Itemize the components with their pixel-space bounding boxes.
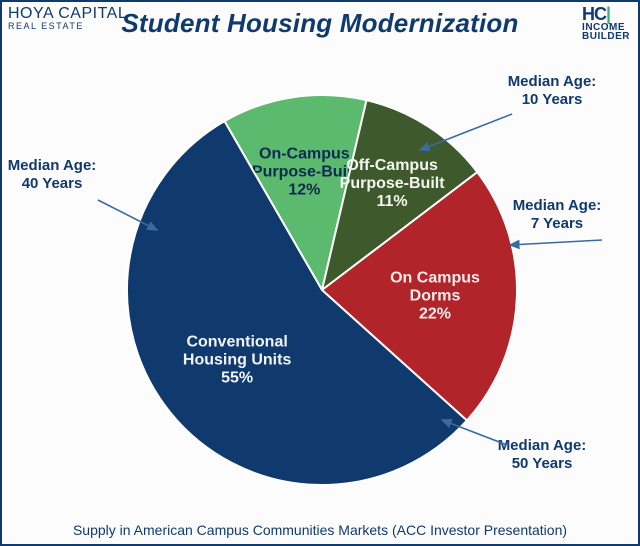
- callout-arrow-off_campus_pb: [510, 240, 602, 245]
- callout-conventional: Median Age:40 Years: [8, 157, 157, 230]
- chart-title: Student Housing Modernization: [2, 8, 638, 39]
- callout-on_campus_pb: Median Age:10 Years: [420, 73, 596, 150]
- svg-text:Median Age:50 Years: Median Age:50 Years: [498, 437, 587, 472]
- callout-off_campus_pb: Median Age:7 Years: [510, 197, 602, 245]
- pie-chart: On-CampusPurpose-Built12%Off-CampusPurpo…: [2, 40, 640, 530]
- chart-frame: HOYA CAPITAL REAL ESTATE HC| INCOME BUIL…: [0, 0, 640, 546]
- callout-dorms: Median Age:50 Years: [442, 420, 586, 472]
- chart-footer: Supply in American Campus Communities Ma…: [2, 522, 638, 538]
- svg-text:Median Age:40 Years: Median Age:40 Years: [8, 157, 97, 192]
- svg-text:Median Age:10 Years: Median Age:10 Years: [508, 73, 597, 108]
- svg-text:Median Age:7 Years: Median Age:7 Years: [513, 197, 602, 232]
